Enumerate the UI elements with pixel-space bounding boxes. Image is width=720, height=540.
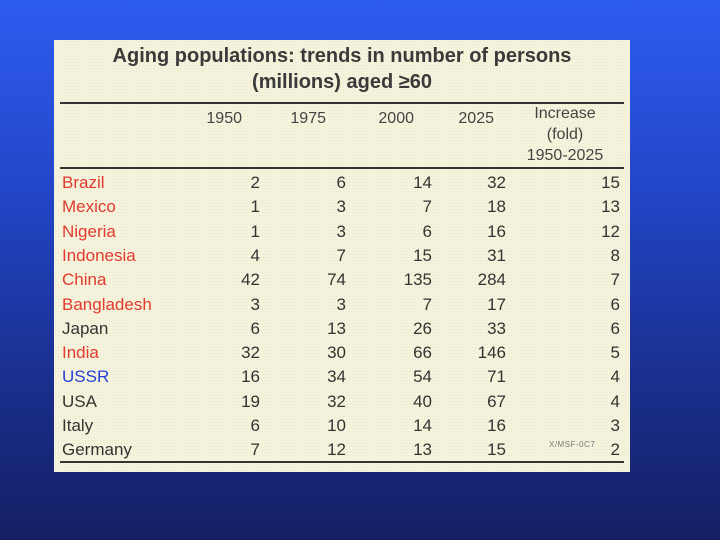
column-header-1950: 1950: [206, 110, 242, 127]
increase-fold-cell: 3: [610, 416, 620, 435]
increase-fold-cell: 4: [610, 391, 620, 411]
country-name: Bangladesh: [62, 294, 152, 314]
increase-fold-cell: 15: [601, 173, 620, 192]
country-name: USA: [62, 391, 97, 411]
header-top-rule: [60, 102, 624, 104]
value-cell: 4: [250, 245, 260, 265]
country-name: USSR: [62, 367, 110, 387]
value-cell: 7: [336, 245, 346, 265]
country-name: India: [62, 343, 99, 363]
table-panel: Aging populations: trends in number of p…: [54, 40, 630, 472]
value-cell: 74: [327, 270, 346, 290]
table-title-line-2: (millions) aged ≥60: [252, 71, 432, 93]
value-cell: 30: [327, 343, 346, 363]
country-name: Italy: [62, 416, 94, 435]
column-header-1975: 1975: [290, 110, 326, 127]
value-cell: 7: [422, 294, 432, 314]
value-cell: 16: [241, 367, 260, 387]
table-row: Italy 6 10 14 16 3: [54, 414, 630, 438]
column-header-increase: Increase (fold) 1950-2025: [510, 103, 620, 166]
table-row: Germany 7 12 13 15 2: [54, 438, 630, 462]
value-cell: 1: [250, 221, 260, 241]
value-cell: 3: [336, 197, 346, 217]
value-cell: 33: [487, 318, 506, 338]
country-name: Mexico: [62, 197, 116, 217]
value-cell: 18: [487, 197, 506, 217]
table-row: India 32 30 66 146 5: [54, 341, 630, 365]
table-row: Japan 6 13 26 33 6: [54, 317, 630, 341]
value-cell: 6: [336, 173, 346, 192]
country-name: Japan: [62, 318, 109, 338]
increase-header-line-3: 1950-2025: [526, 147, 604, 164]
table-row: Bangladesh 3 3 7 17 6: [54, 293, 630, 317]
value-cell: 6: [422, 221, 432, 241]
country-name: Indonesia: [62, 245, 136, 265]
column-header-2000: 2000: [378, 110, 414, 127]
table-row: USSR 16 34 54 71 4: [54, 365, 630, 389]
country-name: Brazil: [62, 173, 105, 192]
increase-fold-cell: 6: [610, 318, 620, 338]
value-cell: 66: [413, 343, 432, 363]
value-cell: 10: [327, 416, 346, 435]
column-header-2025: 2025: [458, 110, 494, 127]
table-row: Brazil 2 6 14 32 15: [54, 171, 630, 195]
value-cell: 13: [327, 318, 346, 338]
increase-fold-cell: 8: [610, 245, 620, 265]
increase-header-line-1: Increase: [534, 105, 596, 122]
table-row: Mexico 1 3 7 18 13: [54, 195, 630, 219]
value-cell: 32: [327, 391, 346, 411]
increase-fold-cell: 7: [610, 270, 620, 290]
increase-fold-cell: 5: [610, 343, 620, 363]
country-name: China: [62, 270, 107, 290]
header-bottom-rule: [60, 167, 624, 169]
increase-fold-cell: 2: [610, 440, 620, 460]
value-cell: 34: [327, 367, 346, 387]
value-cell: 284: [477, 270, 506, 290]
table-row: Nigeria 1 3 6 16 12: [54, 220, 630, 244]
value-cell: 6: [250, 416, 260, 435]
value-cell: 31: [487, 245, 506, 265]
value-cell: 54: [413, 367, 432, 387]
country-name: Nigeria: [62, 221, 116, 241]
table-title-line-1: Aging populations: trends in number of p…: [112, 45, 572, 67]
value-cell: 32: [487, 173, 506, 192]
increase-fold-cell: 13: [601, 197, 620, 217]
value-cell: 3: [336, 221, 346, 241]
table-row: China 42 74 135 284 7: [54, 268, 630, 292]
value-cell: 32: [241, 343, 260, 363]
table-bottom-rule: [60, 461, 624, 463]
value-cell: 1: [250, 197, 260, 217]
value-cell: 16: [487, 221, 506, 241]
value-cell: 3: [336, 294, 346, 314]
value-cell: 16: [487, 416, 506, 435]
value-cell: 67: [487, 391, 506, 411]
value-cell: 40: [413, 391, 432, 411]
value-cell: 15: [413, 245, 432, 265]
value-cell: 146: [477, 343, 506, 363]
value-cell: 42: [241, 270, 260, 290]
country-name: Germany: [62, 440, 132, 460]
increase-fold-cell: 4: [610, 367, 620, 387]
increase-fold-cell: 12: [601, 221, 620, 241]
increase-fold-cell: 6: [610, 294, 620, 314]
value-cell: 3: [250, 294, 260, 314]
value-cell: 17: [487, 294, 506, 314]
value-cell: 14: [413, 173, 432, 192]
value-cell: 13: [413, 440, 432, 460]
value-cell: 2: [250, 173, 260, 192]
source-code: X/MSF-0C7: [549, 440, 596, 449]
value-cell: 19: [241, 391, 260, 411]
table-row: USA 19 32 40 67 4: [54, 390, 630, 414]
increase-header-line-2: (fold): [546, 126, 584, 143]
value-cell: 71: [487, 367, 506, 387]
value-cell: 26: [413, 318, 432, 338]
value-cell: 14: [413, 416, 432, 435]
value-cell: 135: [403, 270, 432, 290]
table-row: Indonesia 4 7 15 31 8: [54, 244, 630, 268]
value-cell: 12: [327, 440, 346, 460]
value-cell: 7: [422, 197, 432, 217]
value-cell: 15: [487, 440, 506, 460]
value-cell: 6: [250, 318, 260, 338]
value-cell: 7: [250, 440, 260, 460]
